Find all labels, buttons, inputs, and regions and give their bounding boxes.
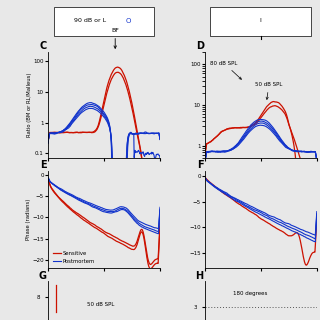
Text: 180 degrees: 180 degrees: [233, 291, 267, 296]
Text: D: D: [196, 41, 204, 51]
Text: H: H: [196, 270, 204, 281]
Legend: Sensitive, Postmortem: Sensitive, Postmortem: [51, 249, 97, 266]
Y-axis label: Phase (radians): Phase (radians): [26, 199, 31, 240]
Y-axis label: Ratio (BM or RL/Malleus): Ratio (BM or RL/Malleus): [27, 73, 32, 137]
Text: F: F: [197, 160, 204, 170]
Text: 80 dB SPL: 80 dB SPL: [211, 61, 241, 79]
Bar: [54, 7, 155, 36]
Text: G: G: [39, 270, 47, 281]
Text: C: C: [40, 41, 47, 51]
Text: 50 dB SPL: 50 dB SPL: [255, 82, 283, 100]
Text: 90 dB or L: 90 dB or L: [75, 18, 107, 23]
Text: BF: BF: [111, 28, 119, 48]
Text: E: E: [40, 160, 47, 170]
Text: 50 dB SPL: 50 dB SPL: [87, 302, 115, 307]
Text: O: O: [126, 18, 131, 24]
Bar: [211, 7, 311, 36]
Text: I: I: [260, 18, 262, 23]
